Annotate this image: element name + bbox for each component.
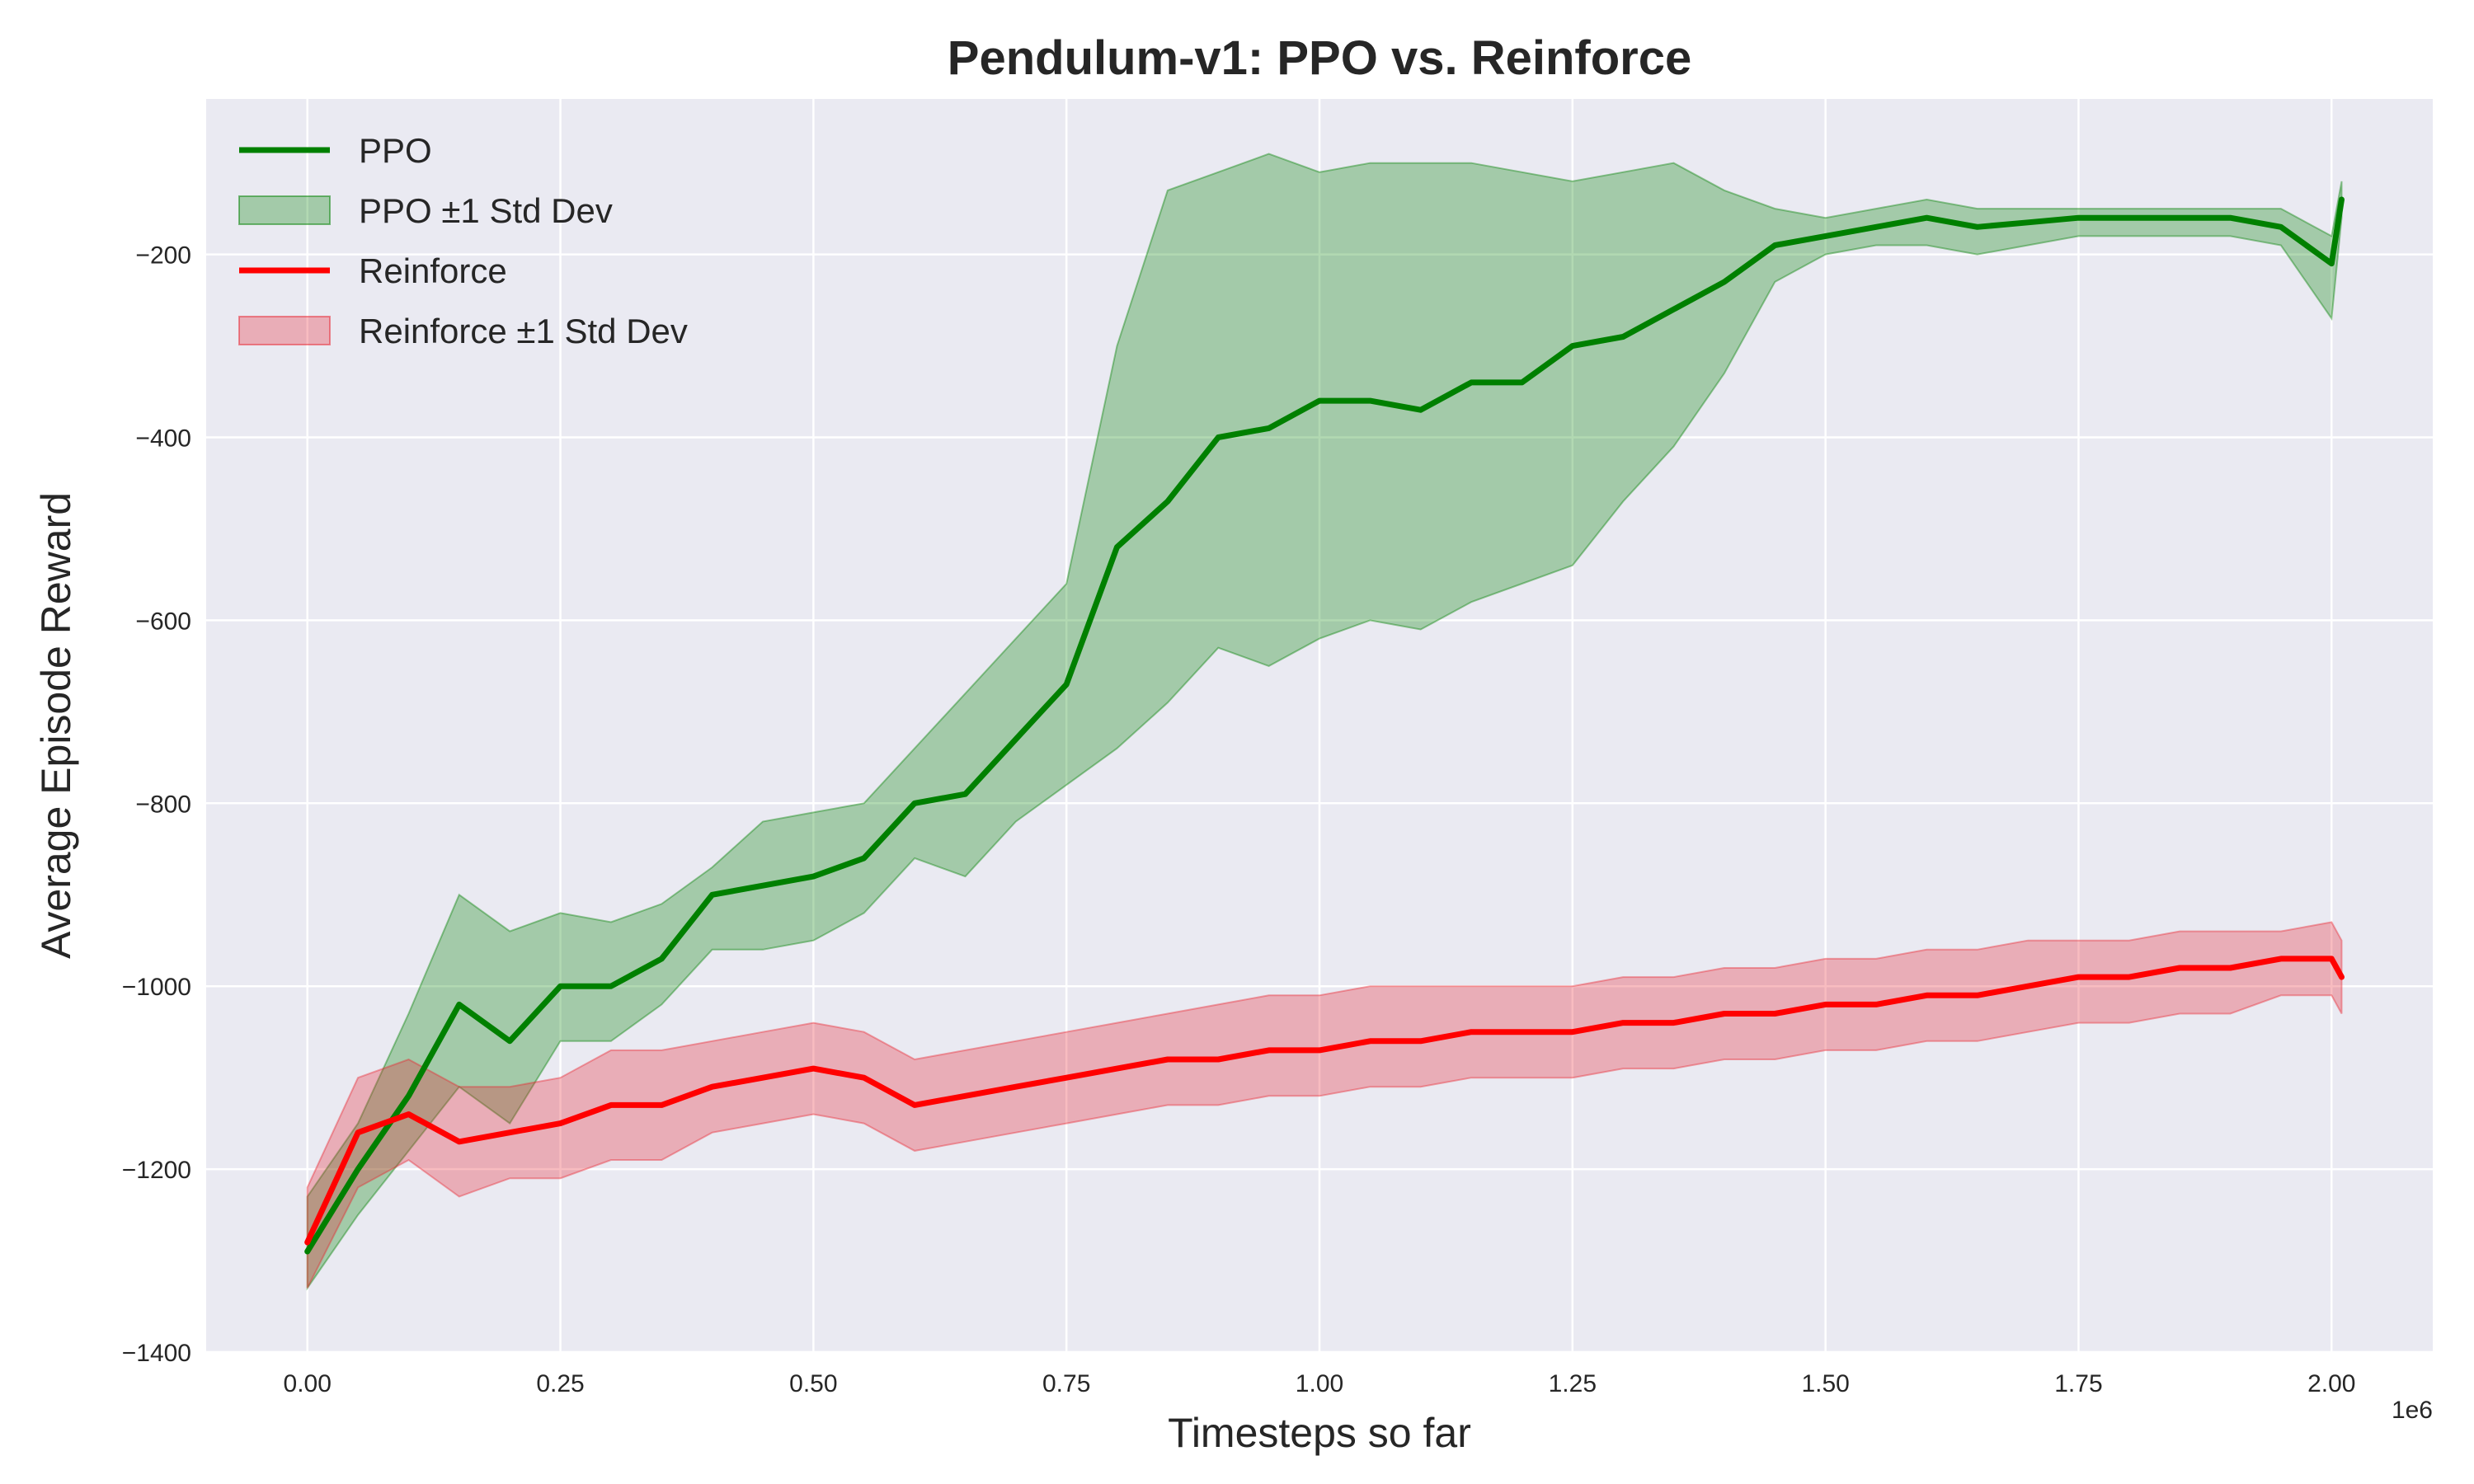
series-lines	[304, 196, 2345, 1255]
legend: PPO PPO ±1 Std Dev Reinforce Reinforce ±1 S…	[238, 131, 688, 350]
x-axis-label: Timesteps so far	[1168, 1410, 1471, 1456]
line-ppo	[304, 196, 2345, 1255]
x-tick-label: 1.25	[1549, 1370, 1597, 1397]
y-tick-label: −800	[135, 791, 191, 818]
legend-band-swatch	[238, 195, 331, 225]
y-tick-label: −200	[135, 242, 191, 270]
legend-item-ppo: PPO	[239, 131, 432, 170]
x-tick-label: 1.00	[1296, 1370, 1343, 1397]
legend-item-reinforce: Reinforce	[239, 251, 507, 290]
x-axis-scale-label: 1e6	[2392, 1397, 2433, 1424]
line-reinforce	[304, 956, 2345, 1246]
legend-item-ppo-band: PPO ±1 Std Dev	[238, 191, 613, 230]
legend-item-reinforce-band: Reinforce ±1 Std Dev	[238, 312, 688, 350]
legend-label: Reinforce	[359, 251, 507, 290]
x-tick-label: 0.50	[789, 1370, 837, 1397]
x-tick-label: 1.75	[2054, 1370, 2102, 1397]
y-tick-label: −600	[135, 608, 191, 635]
grid-lines	[206, 99, 2433, 1354]
y-tick-label: −1000	[122, 974, 191, 1001]
x-tick-labels: 0.00 0.25 0.50 0.75 1.00 1.25 1.50 1.75 2.00	[284, 1370, 2356, 1397]
x-tick-label: 0.25	[536, 1370, 584, 1397]
y-tick-label: −1400	[122, 1340, 191, 1367]
legend-label: Reinforce ±1 Std Dev	[359, 312, 688, 350]
y-axis-label: Average Episode Reward	[33, 492, 79, 959]
x-tick-label: 0.75	[1042, 1370, 1090, 1397]
x-tick-label: 2.00	[2307, 1370, 2355, 1397]
legend-band-swatch	[238, 316, 331, 345]
x-tick-label: 1.50	[1801, 1370, 1849, 1397]
std-band-reinforce	[306, 921, 2343, 1289]
y-tick-labels: −1400 −1200 −1000 −800 −600 −400 −200	[122, 242, 191, 1367]
x-tick-label: 0.00	[284, 1370, 332, 1397]
legend-label: PPO	[359, 131, 432, 170]
y-tick-label: −400	[135, 425, 191, 453]
legend-label: PPO ±1 Std Dev	[359, 191, 613, 230]
chart-title: Pendulum-v1: PPO vs. Reinforce	[948, 31, 1691, 85]
y-tick-label: −1200	[122, 1157, 191, 1184]
